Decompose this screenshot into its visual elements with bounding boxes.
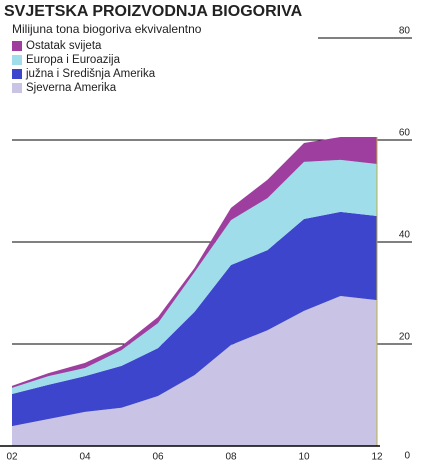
chart-subtitle: Milijuna tona biogoriva ekvivalentno <box>12 22 202 36</box>
legend-swatch <box>12 83 22 93</box>
y-tick-label: 40 <box>399 230 411 241</box>
x-tick-label: 08 <box>225 452 237 463</box>
y-tick-label: 20 <box>399 332 411 343</box>
legend-label: južna i Središnja Amerika <box>25 68 156 80</box>
x-tick-label: 12 <box>371 452 383 463</box>
legend-swatch <box>12 69 22 79</box>
chart-title: SVJETSKA PROIZVODNJA BIOGORIVA <box>4 3 303 20</box>
legend-swatch <box>12 55 22 65</box>
y-tick-label: 80 <box>399 26 411 37</box>
x-tick-label: 10 <box>298 452 310 463</box>
area <box>12 159 377 394</box>
x-tick-label: 06 <box>152 452 164 463</box>
legend-label: Europa i Euroazija <box>26 54 121 66</box>
y-tick-label: 60 <box>399 128 411 139</box>
legend-label: Sjeverna Amerika <box>26 82 117 94</box>
x-tick-label: 02 <box>6 452 18 463</box>
x-tick-label: 04 <box>79 452 91 463</box>
area <box>12 296 377 446</box>
legend-label: Ostatak svijeta <box>26 40 102 52</box>
area <box>12 211 377 427</box>
legend-swatch <box>12 41 22 51</box>
y-tick-label: 0 <box>404 451 410 462</box>
